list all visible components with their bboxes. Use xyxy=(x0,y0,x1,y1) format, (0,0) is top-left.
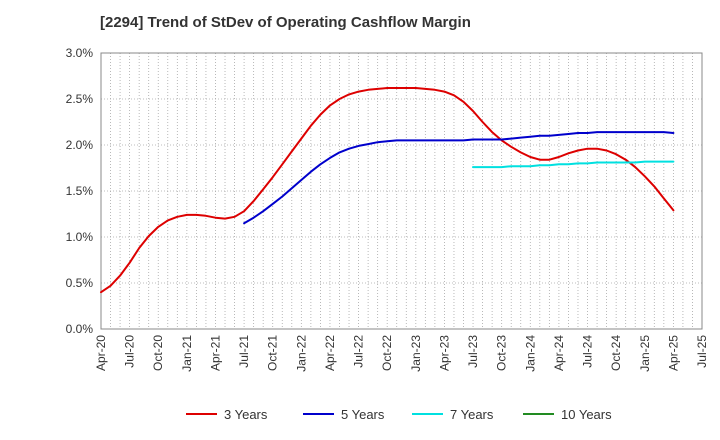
y-tick-label: 0.5% xyxy=(66,276,94,290)
y-axis-tick-labels: 0.0% 0.5% 1.0% 1.5% 2.0% 2.5% 3.0% xyxy=(66,46,94,336)
x-tick-label: Oct-21 xyxy=(266,335,280,371)
x-tick-label: Apr-20 xyxy=(94,335,108,371)
legend-label: 10 Years xyxy=(561,407,612,422)
x-tick-label: Oct-24 xyxy=(609,335,623,371)
x-tick-label: Jan-25 xyxy=(638,335,652,372)
y-tick-label: 2.5% xyxy=(66,92,94,106)
x-tick-label: Jul-20 xyxy=(123,335,137,368)
plot-area-frame xyxy=(100,52,703,330)
x-tick-label: Jul-25 xyxy=(695,335,709,368)
series-line-7-years xyxy=(472,160,675,169)
x-tick-label: Jul-22 xyxy=(352,335,366,368)
grid xyxy=(100,52,703,330)
legend-label: 5 Years xyxy=(341,407,385,422)
x-tick-label: Apr-22 xyxy=(323,335,337,371)
y-tick-label: 0.0% xyxy=(66,322,94,336)
x-tick-label: Jul-23 xyxy=(466,335,480,368)
legend-label: 3 Years xyxy=(224,407,268,422)
x-tick-label: Oct-22 xyxy=(380,335,394,371)
series-line-3-years xyxy=(100,87,675,294)
chart-title: [2294] Trend of StDev of Operating Cashf… xyxy=(100,14,471,31)
x-tick-label: Jul-24 xyxy=(581,335,595,368)
x-tick-label: Apr-25 xyxy=(666,335,680,371)
x-tick-label: Jan-23 xyxy=(409,335,423,372)
x-tick-label: Apr-23 xyxy=(437,335,451,371)
x-tick-label: Jul-21 xyxy=(237,335,251,368)
y-tick-label: 1.0% xyxy=(66,230,94,244)
legend-label: 7 Years xyxy=(450,407,494,422)
x-tick-label: Jan-21 xyxy=(180,335,194,372)
y-tick-label: 1.5% xyxy=(66,184,94,198)
series-lines xyxy=(100,87,675,294)
legend: 3 Years 5 Years 7 Years 10 Years xyxy=(186,407,612,422)
x-axis-tick-labels: Apr-20 Jul-20 Oct-20 Jan-21 Apr-21 Jul-21 Oct-… xyxy=(94,335,709,372)
series-line-5-years xyxy=(243,131,675,225)
x-tick-label: Oct-23 xyxy=(495,335,509,371)
axes xyxy=(100,52,703,330)
y-tick-label: 2.0% xyxy=(66,138,94,152)
x-tick-label: Apr-24 xyxy=(552,335,566,371)
x-tick-label: Apr-21 xyxy=(208,335,222,371)
x-tick-label: Jan-24 xyxy=(523,335,537,372)
x-tick-label: Jan-22 xyxy=(294,335,308,372)
x-tick-label: Oct-20 xyxy=(151,335,165,371)
y-tick-label: 3.0% xyxy=(66,46,94,60)
